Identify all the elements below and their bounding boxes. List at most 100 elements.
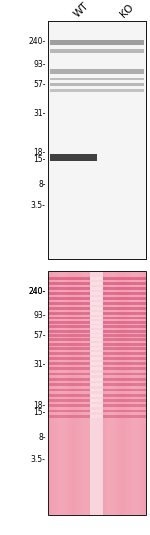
Bar (48, 21, 146, 259)
Bar (103, 277, 146, 280)
Bar (48, 362, 90, 365)
Bar (48, 339, 90, 341)
Text: 18-: 18- (33, 401, 46, 410)
Bar (103, 334, 146, 337)
Bar (50, 40, 144, 45)
Bar (50, 83, 144, 86)
Text: 240-: 240- (28, 287, 46, 296)
Bar (90, 321, 103, 324)
Bar (48, 321, 90, 324)
Bar (48, 343, 90, 346)
Text: 31-: 31- (33, 361, 46, 370)
Bar (103, 297, 146, 300)
Bar (90, 372, 103, 376)
Bar (90, 297, 103, 300)
Bar (48, 302, 90, 305)
Bar (103, 399, 146, 402)
Bar (90, 317, 103, 319)
Bar (48, 297, 90, 300)
Bar (90, 367, 103, 370)
Bar (103, 312, 146, 315)
Bar (48, 334, 90, 337)
Bar (90, 378, 103, 381)
Bar (90, 339, 103, 341)
Bar (48, 312, 90, 315)
Text: KO: KO (118, 2, 135, 19)
Bar (103, 307, 146, 310)
Bar (50, 155, 97, 160)
Bar (48, 352, 90, 355)
Bar (48, 330, 90, 333)
Bar (103, 357, 146, 360)
Bar (103, 347, 146, 350)
Bar (48, 347, 90, 350)
Bar (103, 394, 146, 397)
Bar (90, 388, 103, 392)
Text: 8-: 8- (38, 180, 46, 189)
Bar (48, 287, 90, 290)
Bar (90, 362, 103, 365)
Text: 57-: 57- (33, 80, 46, 89)
Bar (90, 292, 103, 295)
Bar (90, 302, 103, 305)
Bar (90, 343, 103, 346)
Bar (48, 325, 90, 328)
Bar (48, 307, 90, 310)
Text: 93-: 93- (33, 60, 46, 69)
Text: 15-: 15- (33, 408, 46, 417)
Bar (48, 271, 146, 515)
Bar (103, 378, 146, 381)
Bar (90, 282, 103, 285)
Bar (103, 292, 146, 295)
Bar (48, 372, 90, 376)
Bar (48, 404, 90, 407)
Bar (103, 352, 146, 355)
Bar (103, 362, 146, 365)
Bar (103, 409, 146, 412)
Bar (103, 415, 146, 418)
Bar (48, 388, 90, 392)
Bar (50, 50, 144, 53)
Bar (103, 372, 146, 376)
Text: 31-: 31- (33, 109, 46, 118)
Bar (90, 415, 103, 418)
Bar (50, 78, 144, 80)
Bar (103, 287, 146, 290)
Bar (103, 339, 146, 341)
Bar (48, 394, 90, 397)
Bar (90, 277, 103, 280)
Bar (90, 409, 103, 412)
Text: 15-: 15- (33, 156, 46, 164)
Bar (90, 334, 103, 337)
Bar (90, 325, 103, 328)
Bar (90, 312, 103, 315)
Bar (103, 404, 146, 407)
Bar (48, 282, 90, 285)
Bar (48, 21, 146, 259)
Bar (90, 383, 103, 386)
Text: 3.5-: 3.5- (31, 455, 46, 464)
Bar (48, 292, 90, 295)
Bar (48, 317, 90, 319)
Text: WT: WT (72, 1, 91, 19)
Bar (103, 388, 146, 392)
Bar (90, 394, 103, 397)
Bar (103, 282, 146, 285)
Text: 3.5-: 3.5- (31, 201, 46, 210)
Bar (48, 415, 90, 418)
Bar (90, 330, 103, 333)
Text: 8-: 8- (38, 433, 46, 442)
Bar (103, 325, 146, 328)
Bar (48, 367, 90, 370)
Text: 240-: 240- (28, 37, 46, 46)
Bar (103, 383, 146, 386)
Text: 18-: 18- (33, 148, 46, 157)
Bar (90, 307, 103, 310)
Bar (90, 287, 103, 290)
Text: 57-: 57- (33, 331, 46, 340)
Text: 240-: 240- (28, 287, 46, 296)
Bar (90, 357, 103, 360)
Bar (48, 277, 90, 280)
Bar (50, 69, 144, 73)
Bar (48, 357, 90, 360)
